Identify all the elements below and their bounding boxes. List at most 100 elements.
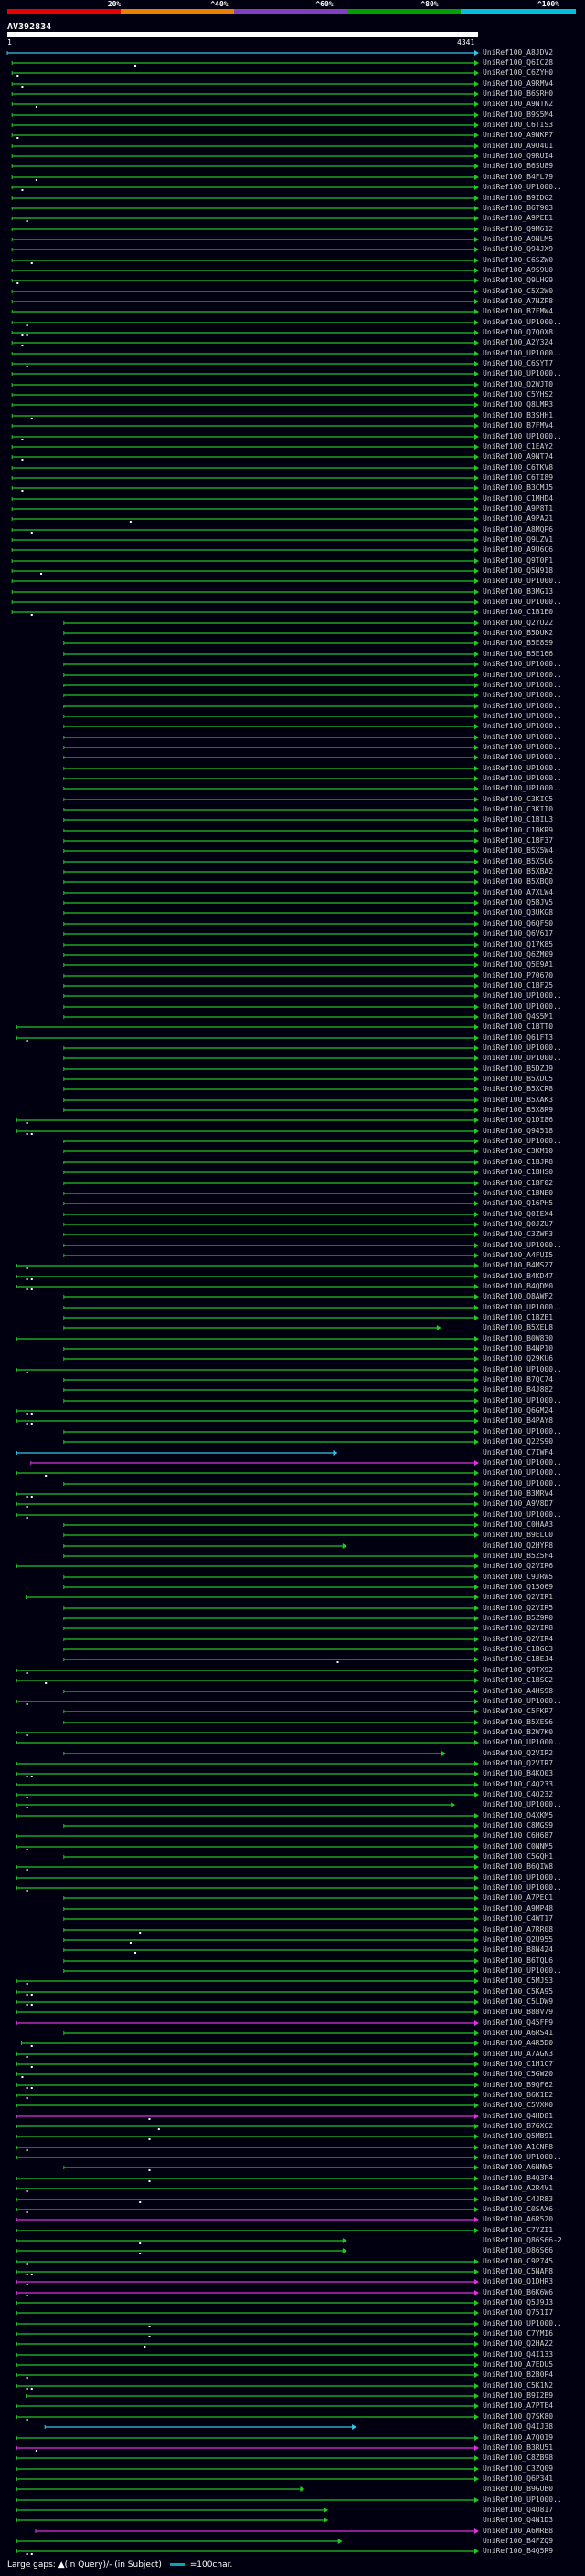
- hit-label[interactable]: UniRef100_C5FKR7: [483, 1707, 554, 1715]
- hit-label[interactable]: UniRef100_Q2YU22: [483, 619, 554, 627]
- hit-label[interactable]: UniRef100_UP1000..: [483, 1873, 562, 1882]
- hit-label[interactable]: UniRef100_B2W7K0: [483, 1728, 554, 1736]
- hit-label[interactable]: UniRef100_B4QDM0: [483, 1282, 554, 1290]
- hit-label[interactable]: UniRef100_Q29KU6: [483, 1354, 554, 1362]
- hit-label[interactable]: UniRef100_UP1000..: [483, 349, 562, 357]
- hit-label[interactable]: UniRef100_Q4IJ38: [483, 2422, 554, 2431]
- hit-label[interactable]: UniRef100_P70670: [483, 971, 554, 980]
- hit-label[interactable]: UniRef100_B6K6W6: [483, 2288, 554, 2296]
- hit-label[interactable]: UniRef100_Q6V617: [483, 929, 554, 938]
- hit-label[interactable]: UniRef100_B4MSZ7: [483, 1261, 554, 1269]
- hit-label[interactable]: UniRef100_B3MRV4: [483, 1489, 554, 1498]
- hit-label[interactable]: UniRef100_C1BF02: [483, 1179, 554, 1187]
- hit-label[interactable]: UniRef100_B7FMW4: [483, 307, 554, 315]
- hit-label[interactable]: UniRef100_C7YZI1: [483, 2226, 554, 2234]
- hit-label[interactable]: UniRef100_Q9RUI4: [483, 152, 554, 160]
- hit-label[interactable]: UniRef100_C0SAX6: [483, 2205, 554, 2213]
- hit-label[interactable]: UniRef100_UP1000..: [483, 1044, 562, 1052]
- hit-label[interactable]: UniRef100_Q2VIR5: [483, 1604, 554, 1612]
- hit-label[interactable]: UniRef100_UP1000..: [483, 743, 562, 751]
- hit-label[interactable]: UniRef100_Q6GM24: [483, 1406, 554, 1415]
- hit-label[interactable]: UniRef100_Q86S66-2: [483, 2236, 562, 2244]
- hit-label[interactable]: UniRef100_Q2WJT0: [483, 380, 554, 388]
- hit-label[interactable]: UniRef100_UP1000..: [483, 691, 562, 699]
- hit-label[interactable]: UniRef100_UP1000..: [483, 1427, 562, 1436]
- hit-label[interactable]: UniRef100_B5XES6: [483, 1718, 554, 1726]
- hit-label[interactable]: UniRef100_A2Y3Z4: [483, 338, 554, 346]
- hit-label[interactable]: UniRef100_B6SRH0: [483, 90, 554, 98]
- hit-label[interactable]: UniRef100_Q2HYP8: [483, 1542, 554, 1550]
- hit-label[interactable]: UniRef100_B4J882: [483, 1385, 554, 1394]
- hit-label[interactable]: UniRef100_UP1000..: [483, 1241, 562, 1249]
- hit-label[interactable]: UniRef100_Q9LZV1: [483, 535, 554, 544]
- hit-label[interactable]: UniRef100_B5DUK2: [483, 629, 554, 637]
- hit-label[interactable]: UniRef100_C0HAA3: [483, 1521, 554, 1529]
- hit-label[interactable]: UniRef100_Q16PH5: [483, 1199, 554, 1207]
- hit-label[interactable]: UniRef100_Q2VIR8: [483, 1624, 554, 1632]
- hit-label[interactable]: UniRef100_Q2VIR7: [483, 1759, 554, 1767]
- hit-label[interactable]: UniRef100_UP1000..: [483, 1468, 562, 1477]
- hit-label[interactable]: UniRef100_C3ZWF3: [483, 1230, 554, 1238]
- hit-label[interactable]: UniRef100_C1BF37: [483, 836, 554, 844]
- hit-label[interactable]: UniRef100_B5Z5F4: [483, 1552, 554, 1560]
- hit-label[interactable]: UniRef100_Q6P341: [483, 2475, 554, 2483]
- hit-label[interactable]: UniRef100_C6SYT7: [483, 359, 554, 367]
- hit-label[interactable]: UniRef100_UP1000..: [483, 318, 562, 326]
- hit-label[interactable]: UniRef100_Q1DI86: [483, 1116, 554, 1124]
- hit-label[interactable]: UniRef100_C9JRW5: [483, 1573, 554, 1581]
- hit-label[interactable]: UniRef100_B5E166: [483, 650, 554, 658]
- hit-label[interactable]: UniRef100_UP1000..: [483, 784, 562, 792]
- hit-label[interactable]: UniRef100_UP1000..: [483, 1697, 562, 1705]
- hit-label[interactable]: UniRef100_UP1000..: [483, 1511, 562, 1519]
- hit-label[interactable]: UniRef100_A6R520: [483, 2215, 554, 2223]
- hit-label[interactable]: UniRef100_B3RU51: [483, 2443, 554, 2452]
- hit-label[interactable]: UniRef100_B8BV79: [483, 2008, 554, 2016]
- hit-label[interactable]: UniRef100_Q86S66: [483, 2246, 554, 2254]
- hit-label[interactable]: UniRef100_C1BIL3: [483, 815, 554, 823]
- hit-label[interactable]: UniRef100_UP1000..: [483, 1738, 562, 1746]
- hit-label[interactable]: UniRef100_C8MGS9: [483, 1821, 554, 1829]
- hit-label[interactable]: UniRef100_A7NZP8: [483, 297, 554, 305]
- hit-label[interactable]: UniRef100_UP1000..: [483, 1458, 562, 1467]
- hit-label[interactable]: UniRef100_Q9T0F1: [483, 557, 554, 565]
- hit-label[interactable]: UniRef100_Q8AWF2: [483, 1292, 554, 1300]
- hit-label[interactable]: UniRef100_Q4N1D3: [483, 2516, 554, 2524]
- hit-label[interactable]: UniRef100_C7YMI6: [483, 2329, 554, 2337]
- hit-label[interactable]: UniRef100_C5NAF8: [483, 2267, 554, 2275]
- hit-label[interactable]: UniRef100_C5YHS2: [483, 390, 554, 398]
- hit-label[interactable]: UniRef100_C1BZE1: [483, 1313, 554, 1321]
- hit-label[interactable]: UniRef100_Q3UKG8: [483, 908, 554, 917]
- hit-label[interactable]: UniRef100_UP1000..: [483, 369, 562, 377]
- hit-label[interactable]: UniRef100_B0W830: [483, 1334, 554, 1342]
- hit-label[interactable]: UniRef100_B4FL79: [483, 173, 554, 181]
- hit-label[interactable]: UniRef100_A9NTN2: [483, 100, 554, 108]
- hit-label[interactable]: UniRef100_C5GWZ0: [483, 2070, 554, 2078]
- hit-label[interactable]: UniRef100_B9GUB0: [483, 2485, 554, 2493]
- hit-label[interactable]: UniRef100_C4Q232: [483, 1790, 554, 1798]
- hit-label[interactable]: UniRef100_C7IWF4: [483, 1448, 554, 1457]
- hit-label[interactable]: UniRef100_B6TQL6: [483, 1956, 554, 1965]
- hit-label[interactable]: UniRef100_C1BF25: [483, 981, 554, 990]
- hit-label[interactable]: UniRef100_B4NP10: [483, 1344, 554, 1352]
- hit-label[interactable]: UniRef100_Q4S5M1: [483, 1012, 554, 1021]
- hit-label[interactable]: UniRef100_B9I2B9: [483, 2391, 554, 2400]
- hit-label[interactable]: UniRef100_A7PEC1: [483, 1893, 554, 1902]
- hit-label[interactable]: UniRef100_C5VXK0: [483, 2101, 554, 2109]
- hit-label[interactable]: UniRef100_Q5N918: [483, 567, 554, 575]
- hit-label[interactable]: UniRef100_C1BGC3: [483, 1645, 554, 1653]
- hit-label[interactable]: UniRef100_A9MP48: [483, 1904, 554, 1913]
- hit-label[interactable]: UniRef100_A9P8T1: [483, 504, 554, 513]
- hit-label[interactable]: UniRef100_UP1000..: [483, 183, 562, 191]
- hit-label[interactable]: UniRef100_UP1000..: [483, 733, 562, 741]
- hit-label[interactable]: UniRef100_A7EDU5: [483, 2360, 554, 2369]
- hit-label[interactable]: UniRef100_B7GXC2: [483, 2122, 554, 2130]
- hit-label[interactable]: UniRef100_B2B0P4: [483, 2370, 554, 2379]
- hit-label[interactable]: UniRef100_Q6ZM09: [483, 950, 554, 959]
- hit-label[interactable]: UniRef100_B4KQ03: [483, 1769, 554, 1777]
- hit-label[interactable]: UniRef100_B9S5M4: [483, 111, 554, 119]
- hit-label[interactable]: UniRef100_UP1000..: [483, 1966, 562, 1975]
- hit-label[interactable]: UniRef100_Q6ICZ8: [483, 58, 554, 67]
- hit-label[interactable]: UniRef100_A9NT74: [483, 452, 554, 461]
- hit-label[interactable]: UniRef100_C1BEJ4: [483, 1655, 554, 1663]
- hit-label[interactable]: UniRef100_C6TI89: [483, 473, 554, 482]
